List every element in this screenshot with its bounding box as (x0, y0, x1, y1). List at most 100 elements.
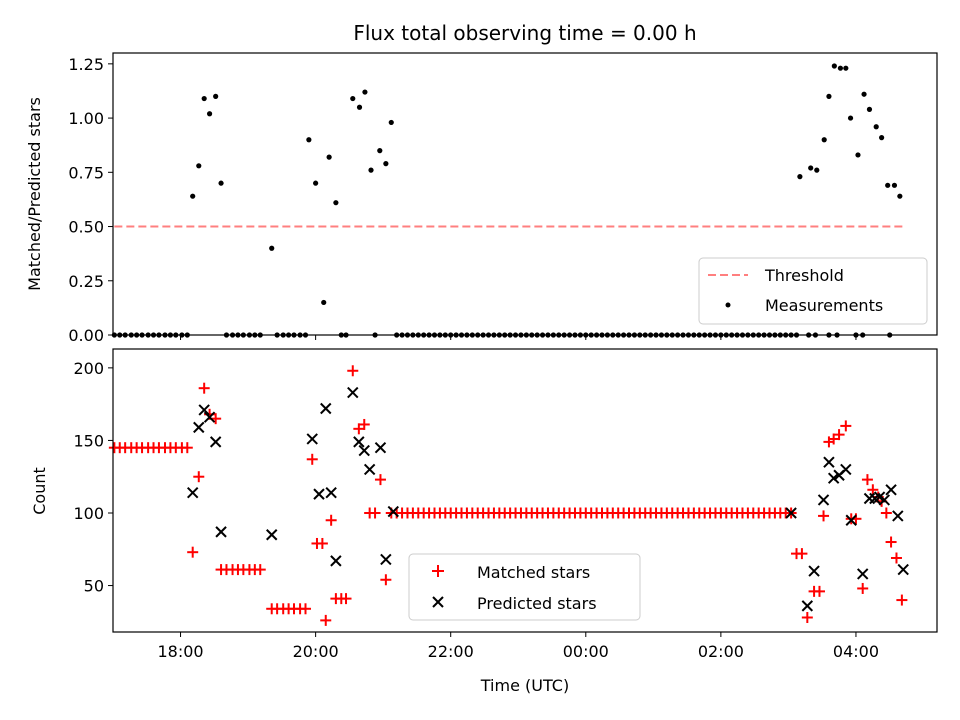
legend-measurements-swatch (725, 302, 731, 308)
predicted-star-marker (193, 421, 205, 434)
predicted-star-marker (363, 463, 376, 476)
measurement-point (321, 299, 327, 306)
predicted-star-marker (878, 494, 891, 506)
matched-star-marker (885, 536, 897, 548)
matched-star-marker (299, 603, 311, 615)
measurement-point (377, 148, 383, 154)
measurement-point (843, 65, 849, 71)
bottom-y-axis-label: Count (30, 467, 49, 515)
measurement-point (861, 91, 867, 97)
x-tick-label: 04:00 (833, 642, 879, 661)
measurement-point (269, 245, 275, 251)
predicted-star-marker (823, 456, 835, 468)
measurement-point (368, 167, 374, 173)
bottom-y-tick-label: 200 (73, 359, 104, 378)
predicted-star-marker (325, 486, 337, 499)
matched-star-marker (867, 484, 879, 496)
measurement-point (831, 63, 837, 69)
matched-star-marker (801, 611, 813, 623)
predicted-star-marker (306, 433, 318, 445)
predicted-star-marker (840, 463, 852, 476)
measurement-point (821, 137, 827, 143)
bottom-axes: 50 100 150 200 18:00 20:00 22:00 00:00 02:00 04:0… (30, 348, 938, 695)
legend-predicted-label: Predicted stars (477, 594, 597, 613)
x-tick-label: 18:00 (157, 642, 203, 661)
matched-star-marker (306, 453, 318, 465)
predicted-star-marker (320, 402, 332, 415)
measurement-point (362, 89, 368, 95)
matched-star-marker (861, 474, 873, 486)
matched-star-marker (896, 594, 908, 606)
predicted-star-marker (380, 553, 392, 566)
predicted-star-marker (347, 386, 359, 399)
measurement-point (350, 95, 356, 102)
matched-star-marker (320, 614, 332, 626)
measurement-point (201, 95, 207, 102)
predicted-star-marker (215, 526, 227, 538)
x-tick-label: 00:00 (563, 642, 609, 661)
measurement-point (797, 174, 803, 180)
predicted-star-marker (808, 565, 820, 577)
predicted-star-marker (313, 488, 325, 500)
matched-star-marker (193, 471, 205, 483)
bottom-y-tick-label: 100 (73, 504, 104, 523)
predicted-star-marker (856, 568, 869, 580)
predicted-star-marker (186, 486, 199, 499)
bottom-legend-box (408, 553, 641, 621)
measurement-point (313, 180, 319, 186)
measurement-point (218, 180, 224, 186)
matched-star-marker (358, 418, 370, 430)
x-tick-label: 20:00 (293, 642, 339, 661)
legend-threshold-label: Threshold (764, 266, 844, 285)
matched-star-marker (369, 507, 381, 519)
predicted-star-marker (387, 505, 400, 518)
predicted-star-marker (203, 411, 216, 423)
legend-predicted-swatch (432, 596, 444, 608)
top-y-tick-label: 0.25 (68, 272, 104, 291)
top-axes-ticks: 0.00 0.25 0.50 0.75 1.00 1.25 (68, 55, 857, 345)
x-tick-label: 02:00 (698, 642, 744, 661)
bottom-plot-area (108, 365, 909, 626)
matched-star-marker (254, 564, 266, 576)
measurement-point (866, 106, 873, 112)
matched-star-marker (181, 442, 193, 454)
predicted-star-marker (330, 555, 342, 567)
measurement-point (879, 135, 885, 141)
matched-star-marker (187, 546, 199, 558)
x-tick-label: 22:00 (428, 642, 474, 661)
measurement-point (196, 163, 202, 169)
predicted-star-marker (897, 563, 909, 576)
measurement-point (885, 182, 891, 188)
measurement-point (897, 193, 903, 199)
matched-star-marker (813, 585, 825, 597)
measurement-point (814, 167, 820, 173)
top-y-tick-label: 0.00 (68, 326, 104, 345)
top-legend-box (698, 257, 928, 325)
legend-matched-swatch (432, 565, 444, 577)
predicted-star-marker (358, 444, 370, 457)
measurement-point (333, 200, 339, 206)
top-legend: Threshold Measurements (698, 257, 928, 325)
top-y-tick-label: 1.00 (68, 109, 104, 128)
predicted-star-marker (801, 600, 814, 612)
top-axes: Flux total observing time = 0.00 h 0.000… (25, 21, 938, 345)
matched-star-marker (833, 429, 845, 441)
predicted-star-marker (374, 441, 387, 454)
predicted-star-marker (885, 484, 897, 496)
predicted-star-marker (209, 436, 222, 448)
bottom-axes-ticks: 50 100 150 200 18:00 20:00 22:00 00:00 02:00 04:0… (73, 359, 879, 661)
matched-star-marker (374, 474, 386, 486)
measurement-point (383, 161, 389, 167)
measurement-point (837, 65, 844, 71)
top-y-axis-label: Matched/Predicted stars (25, 97, 44, 291)
matched-star-marker (796, 548, 808, 560)
bottom-y-tick-label: 50 (84, 577, 104, 596)
matched-star-marker (890, 552, 902, 564)
legend-measurements-label: Measurements (765, 296, 883, 315)
matched-star-marker (857, 582, 869, 594)
predicted-star-marker (892, 510, 904, 522)
matched-star-marker (325, 514, 337, 526)
predicted-star-marker (827, 472, 840, 484)
measurement-point (190, 193, 196, 199)
measurement-point (855, 152, 861, 158)
